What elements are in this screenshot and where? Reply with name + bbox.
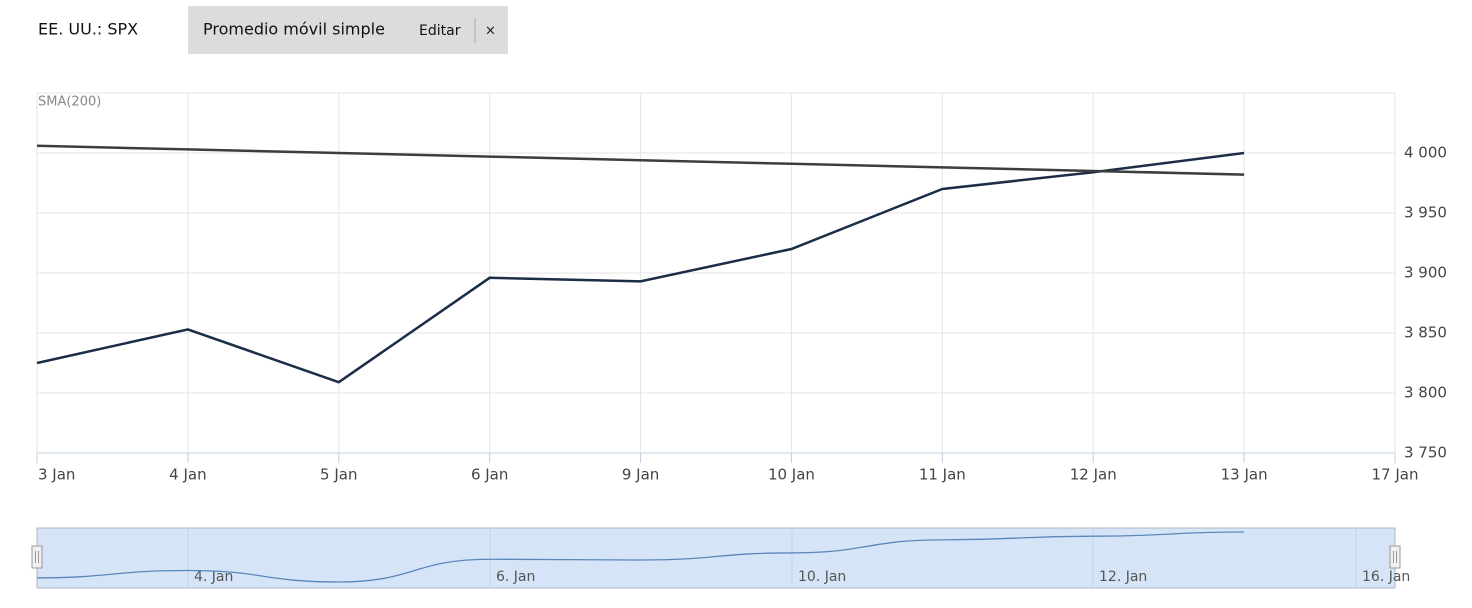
edit-button[interactable]: Editar xyxy=(419,23,461,39)
y-tick-label: 3 900 xyxy=(1404,264,1447,282)
x-tick-label: 17 Jan xyxy=(1372,466,1419,484)
navigator-label: 10. Jan xyxy=(798,569,846,585)
x-tick-label: 6 Jan xyxy=(471,466,508,484)
y-tick-label: 3 800 xyxy=(1404,384,1447,402)
x-tick-label: 3 Jan xyxy=(38,466,75,484)
navigator xyxy=(36,527,1396,589)
navigator-handle xyxy=(31,545,43,569)
navigator-label: 16. Jan xyxy=(1362,569,1410,585)
close-button[interactable]: × xyxy=(485,24,496,39)
line-series xyxy=(36,144,1245,176)
y-tick-label: 3 750 xyxy=(1404,444,1447,462)
navigator-line xyxy=(36,531,1245,583)
navigator-label: 6. Jan xyxy=(496,569,535,585)
sma-label: SMA(200) xyxy=(38,95,101,110)
x-tick-label: 11 Jan xyxy=(919,466,966,484)
symbol: EE. UU.: SPX xyxy=(38,20,138,39)
y-tick-label: 3 950 xyxy=(1404,204,1447,222)
x-tick-label: 13 Jan xyxy=(1221,466,1268,484)
line-series xyxy=(36,151,1245,384)
navigator-label: 4. Jan xyxy=(194,569,233,585)
indicator-name: Promedio móvil simple xyxy=(203,20,385,39)
navigator-handle xyxy=(1389,545,1401,569)
x-tick-label: 12 Jan xyxy=(1070,466,1117,484)
navigator-label: 12. Jan xyxy=(1099,569,1147,585)
x-tick-label: 9 Jan xyxy=(622,466,659,484)
x-tick-label: 5 Jan xyxy=(320,466,357,484)
y-tick-label: 4 000 xyxy=(1404,144,1447,162)
y-tick-label: 3 850 xyxy=(1404,324,1447,342)
indicator-chip xyxy=(188,6,508,54)
x-tick-label: 10 Jan xyxy=(768,466,815,484)
x-tick-label: 4 Jan xyxy=(169,466,206,484)
